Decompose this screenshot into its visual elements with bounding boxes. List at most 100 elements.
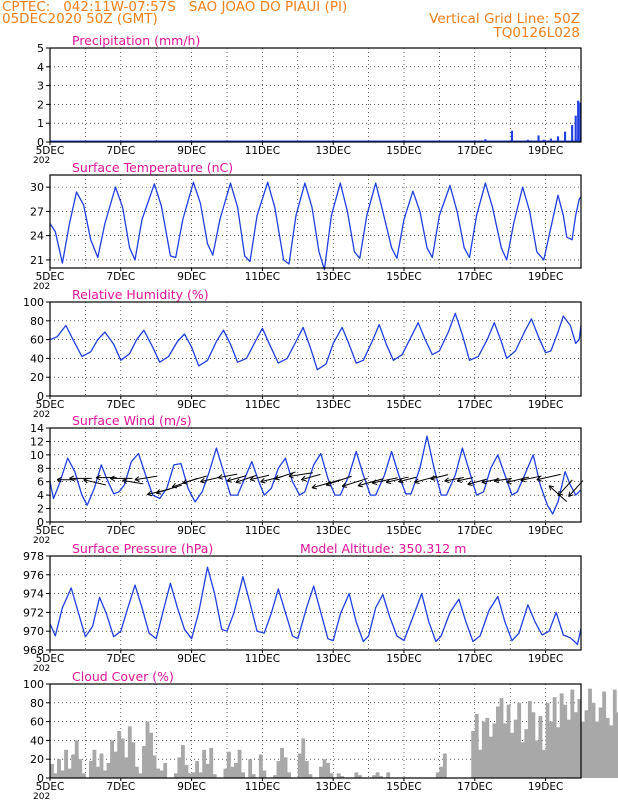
panel-title: Surface Wind (m/s) bbox=[72, 413, 192, 428]
cloud-bar bbox=[195, 761, 199, 778]
wind-arrow-shaft bbox=[548, 485, 567, 503]
cloud-bar bbox=[237, 749, 242, 778]
wind-arrow-head bbox=[69, 475, 75, 479]
y-tick-label: 12 bbox=[30, 435, 44, 448]
cloud-bar bbox=[209, 747, 214, 778]
cloud-bar bbox=[581, 721, 585, 778]
wind-arrow-shaft bbox=[372, 477, 398, 484]
wind-arrow-shaft bbox=[134, 475, 158, 481]
wind-arrow-shaft bbox=[200, 476, 220, 483]
wind-arrow-shaft bbox=[226, 475, 247, 482]
x-tick-label: 9DEC bbox=[177, 781, 206, 793]
wind-arrow-head bbox=[430, 475, 435, 480]
wind-arrow-head bbox=[520, 476, 525, 481]
wind-arrow-head bbox=[288, 472, 294, 477]
wind-arrow-head bbox=[386, 481, 392, 485]
y-tick-label: 972 bbox=[23, 606, 44, 619]
series-line bbox=[49, 312, 582, 371]
cloud-bar bbox=[534, 740, 539, 778]
x-tick-label: 11DEC bbox=[245, 653, 280, 665]
x-tick-label: 7DEC bbox=[106, 781, 135, 793]
x-tick-label: 15DEC bbox=[386, 653, 421, 665]
wind-arrow-shaft bbox=[456, 477, 474, 482]
cloud-bar bbox=[117, 731, 122, 778]
wind-arrow-shaft bbox=[301, 473, 321, 481]
cloud-bar bbox=[124, 757, 129, 778]
y-tick-label: 20 bbox=[30, 753, 44, 766]
wind-arrow-shaft bbox=[83, 479, 107, 486]
cloud-bar bbox=[152, 755, 157, 778]
x-tick-label: 11DEC bbox=[245, 271, 280, 283]
cloud-bar bbox=[357, 775, 362, 778]
cloud-bar bbox=[131, 742, 136, 778]
cloud-bar bbox=[230, 766, 235, 778]
cloud-bar bbox=[527, 700, 532, 778]
station-title: CPTEC: 042:11W-07:57S SAO JOAO DO PIAUI … bbox=[2, 0, 348, 15]
wind-arrow-head bbox=[274, 478, 280, 481]
wind-arrow-head bbox=[456, 477, 462, 482]
wind-arrow-head bbox=[56, 476, 62, 481]
panel-frame bbox=[49, 174, 582, 269]
y-tick-label: 10 bbox=[30, 449, 44, 462]
wind-arrow-head bbox=[341, 485, 348, 488]
model-id: TQ0126L028 bbox=[493, 25, 580, 41]
wind-arrow-shaft bbox=[311, 479, 341, 489]
x-tick-label: 17DEC bbox=[457, 781, 492, 793]
cloud-bar bbox=[287, 772, 292, 778]
wind-arrow-head bbox=[414, 481, 420, 485]
cloud-bar bbox=[308, 774, 313, 778]
wind-arrow-shaft bbox=[386, 476, 409, 483]
precip-bar bbox=[564, 131, 567, 142]
wind-arrow-head bbox=[520, 479, 526, 483]
wind-arrow-shaft bbox=[357, 478, 384, 487]
panel-annotation: Model Altitude: 350.312 m bbox=[300, 541, 466, 556]
x-tick-label: 5DEC bbox=[36, 399, 65, 411]
x-tick-label: 5DEC bbox=[36, 145, 65, 157]
wind-arrow-head bbox=[155, 489, 161, 494]
x-tick-label: 11DEC bbox=[245, 399, 280, 411]
cloud-bar bbox=[545, 702, 550, 778]
cloud-bar bbox=[67, 768, 72, 778]
cloud-bar bbox=[202, 749, 207, 778]
cloud-bar bbox=[145, 721, 150, 778]
x-tick-label: 5DEC bbox=[36, 525, 65, 537]
wind-arrow-head bbox=[83, 477, 89, 481]
wind-arrow-head bbox=[260, 477, 265, 483]
wind-arrow-head bbox=[235, 478, 240, 483]
wind-arrow-head bbox=[109, 477, 115, 482]
y-tick-label: 1 bbox=[37, 117, 44, 130]
wind-arrow-shaft bbox=[182, 475, 207, 484]
wind-arrow-head bbox=[398, 477, 403, 483]
x-tick-label: 7DEC bbox=[106, 525, 135, 537]
cloud-bar bbox=[524, 729, 529, 778]
wind-arrow-shaft bbox=[274, 471, 296, 480]
cloud-bar bbox=[542, 749, 546, 778]
wind-arrow-head bbox=[274, 475, 279, 480]
cloud-bar bbox=[180, 745, 185, 778]
cloud-bar bbox=[283, 757, 288, 778]
y-tick-label: 0 bbox=[37, 390, 44, 403]
y-tick-label: 40 bbox=[30, 352, 44, 365]
y-tick-label: 978 bbox=[23, 550, 44, 563]
y-tick-label: 968 bbox=[23, 644, 44, 657]
cloud-bar bbox=[326, 762, 330, 778]
wind-arrow-head bbox=[481, 478, 487, 483]
wind-arrow-shaft bbox=[218, 473, 238, 479]
y-tick-label: 4 bbox=[37, 489, 44, 502]
panel-title: Precipitation (mm/h) bbox=[72, 33, 200, 48]
wind-arrow-head bbox=[548, 485, 552, 491]
cloud-bar bbox=[570, 689, 575, 778]
y-tick-label: 8 bbox=[37, 462, 44, 475]
cloud-bar bbox=[485, 717, 490, 778]
x-tick-label: 7DEC bbox=[106, 653, 135, 665]
cloud-bar bbox=[616, 712, 618, 778]
cloud-bar bbox=[517, 702, 522, 778]
y-tick-label: 40 bbox=[30, 734, 44, 747]
cloud-bar bbox=[379, 776, 384, 778]
wind-arrow-head bbox=[398, 481, 404, 484]
cloud-bar bbox=[276, 761, 281, 778]
cloud-bar bbox=[88, 761, 93, 778]
y-tick-label: 14 bbox=[30, 422, 44, 435]
wind-arrow-head bbox=[536, 476, 541, 481]
